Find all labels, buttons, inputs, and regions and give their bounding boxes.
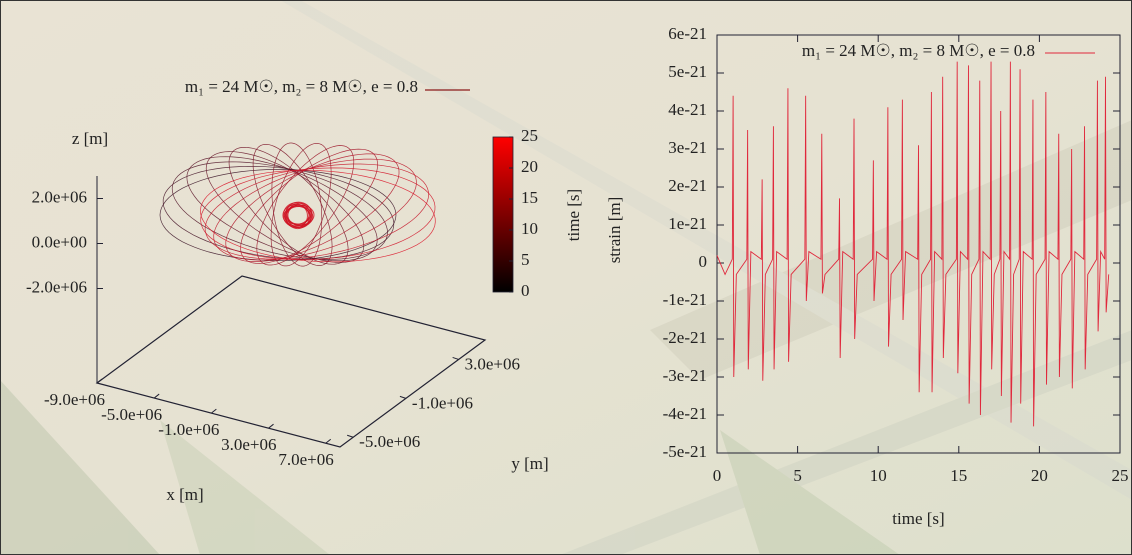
x-tick-label: 0 <box>713 466 722 485</box>
y-tick-label: -1e-21 <box>663 290 707 309</box>
colorbar-tick-label: 20 <box>521 157 538 176</box>
x-tick-label: 5 <box>793 466 802 485</box>
x-tick-label: 25 <box>1112 466 1129 485</box>
colorbar-label: time [s] <box>564 189 583 241</box>
x-tick-label: -5.0e+06 <box>101 405 162 424</box>
screenshot: -9.0e+06-5.0e+06-1.0e+063.0e+067.0e+06-5… <box>0 0 1132 555</box>
x-tick-label: 20 <box>1031 466 1048 485</box>
y-tick-label: -5.0e+06 <box>359 432 420 451</box>
colorbar-tick-label: 0 <box>521 281 530 300</box>
colorbar-tick-label: 25 <box>521 126 538 145</box>
x-axis-label: x [m] <box>166 485 203 504</box>
colorbar-tick-label: 5 <box>521 250 530 269</box>
legend-label: m₁ = 24 M☉, m₂ = 8 M☉, e = 0.8 <box>185 77 418 96</box>
colorbar <box>493 137 513 292</box>
x-axis-label: time [s] <box>892 509 944 528</box>
y-tick-label: -4e-21 <box>663 404 707 423</box>
x-tick-label: -1.0e+06 <box>158 420 219 439</box>
y-tick-label: -5e-21 <box>663 442 707 461</box>
legend-label: m₁ = 24 M☉, m₂ = 8 M☉, e = 0.8 <box>802 41 1035 60</box>
y-tick-label: 4e-21 <box>668 100 707 119</box>
z-tick-label: 2.0e+06 <box>32 187 87 206</box>
y-tick-label: 5e-21 <box>668 62 707 81</box>
y-axis-label: strain [m] <box>605 197 624 264</box>
y-tick-label: 2e-21 <box>668 176 707 195</box>
y-tick-label: -3e-21 <box>663 366 707 385</box>
y-tick-label: 0 <box>699 252 708 271</box>
colorbar-tick-label: 15 <box>521 188 538 207</box>
y-tick-label: 1e-21 <box>668 214 707 233</box>
z-axis-label: z [m] <box>72 129 108 148</box>
x-tick-label: 7.0e+06 <box>278 450 333 469</box>
z-tick-label: 0.0e+00 <box>32 232 87 251</box>
y-tick-label: -2e-21 <box>663 328 707 347</box>
z-tick-label: -2.0e+06 <box>26 277 87 296</box>
y-axis-label: y [m] <box>511 454 548 473</box>
x-tick-label: 3.0e+06 <box>221 435 276 454</box>
y-tick-label: 6e-21 <box>668 24 707 43</box>
x-tick-label: 15 <box>950 466 967 485</box>
y-tick-label: 3e-21 <box>668 138 707 157</box>
x-tick-label: -9.0e+06 <box>44 390 105 409</box>
x-tick-label: 10 <box>870 466 887 485</box>
y-tick-label: 3.0e+06 <box>465 354 520 373</box>
y-tick-label: -1.0e+06 <box>412 393 473 412</box>
colorbar-tick-label: 10 <box>521 219 538 238</box>
